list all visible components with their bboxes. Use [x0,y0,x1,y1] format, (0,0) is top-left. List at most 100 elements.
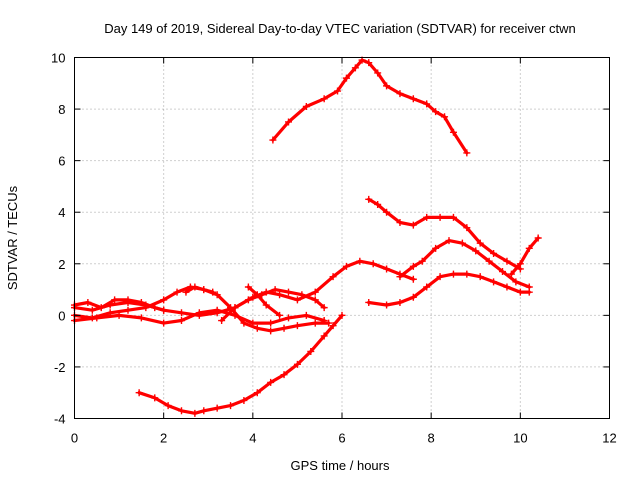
data-point [516,288,524,296]
data-point [267,378,275,386]
series-line [509,236,540,276]
series-line [72,259,415,317]
data-point [178,317,185,325]
data-point [164,402,172,410]
x-tick-label: 2 [160,431,167,446]
data-point [485,257,493,265]
data-point [463,270,471,278]
data-point [449,270,457,278]
y-tick-label: 4 [58,205,65,220]
series-arc-low-a [71,283,333,335]
data-point [320,332,328,340]
data-point [93,314,101,322]
x-tick-label: 10 [513,431,527,446]
data-point [276,291,284,299]
data-point [311,319,319,327]
data-point [195,309,203,317]
data-point [231,311,239,319]
data-point [463,224,471,232]
data-point [383,82,391,90]
data-series-group [71,56,542,417]
series-arc-left-dense [71,296,168,314]
data-point [334,87,342,95]
data-point [280,371,288,379]
series-arc-upper-right [365,195,524,273]
data-point [137,314,145,322]
data-point [253,324,261,332]
series-arc-hump [218,286,328,325]
data-point [476,273,484,281]
data-point [409,95,417,103]
x-axis-label: GPS time / hours [291,458,390,473]
data-point [249,319,257,327]
data-point [423,283,431,291]
series-arc-mid-b [396,237,533,291]
x-tick-label: 0 [71,431,78,446]
data-point [178,407,185,415]
series-line [367,197,522,271]
x-tick-label: 4 [249,431,256,446]
series-line [367,272,531,307]
y-tick-label: 2 [58,257,65,272]
data-point [409,275,417,283]
axis-ticks: 0 2 4 6 8 10 12 -4 -2 0 2 4 6 8 10 [51,51,617,446]
data-point [329,322,337,330]
data-point [320,317,328,325]
data-point [244,283,252,291]
series-arc-fall [244,283,284,319]
data-point [302,102,310,110]
data-point [97,304,105,312]
data-point [160,306,168,314]
data-point [432,108,440,116]
data-point [476,239,484,247]
data-point [507,270,515,278]
data-point [512,278,520,286]
data-point [329,273,337,281]
data-point [271,286,279,294]
chart-title: Day 149 of 2019, Sidereal Day-to-day VTE… [104,21,576,36]
data-point [503,283,511,291]
data-point [472,247,480,255]
data-point [285,288,292,296]
data-point [213,404,221,412]
data-point [490,249,498,257]
data-point [137,298,145,306]
data-point [200,407,208,415]
data-point [320,304,328,312]
data-point [240,396,248,404]
data-point [525,244,533,252]
y-tick-label: 6 [58,154,65,169]
data-point [365,195,373,203]
x-tick-label: 12 [602,431,616,446]
data-point [409,221,417,229]
series-line [184,285,215,294]
data-point [213,291,221,299]
data-point [151,394,159,402]
data-point [135,389,143,397]
data-point [267,319,275,327]
y-tick-label: 0 [58,308,65,323]
x-tick-label: 8 [428,431,435,446]
data-point [490,278,498,286]
data-point [285,118,292,126]
data-point [191,409,199,417]
y-axis-label: SDTVAR / TECUs [5,185,20,290]
data-point [253,291,261,299]
data-point [209,288,217,296]
data-point [307,347,315,355]
data-point [293,322,301,330]
series-line [137,313,344,415]
data-point [191,283,199,291]
data-point [267,327,275,335]
data-point [342,74,350,82]
series-line [72,308,326,325]
series-arc-high [269,56,471,157]
data-point [218,317,226,325]
series-arc-tail-right [507,234,542,278]
data-point [369,260,377,268]
series-arc-lower-right [365,270,533,309]
data-point [160,319,168,327]
data-point [269,136,277,144]
data-point [111,296,119,304]
